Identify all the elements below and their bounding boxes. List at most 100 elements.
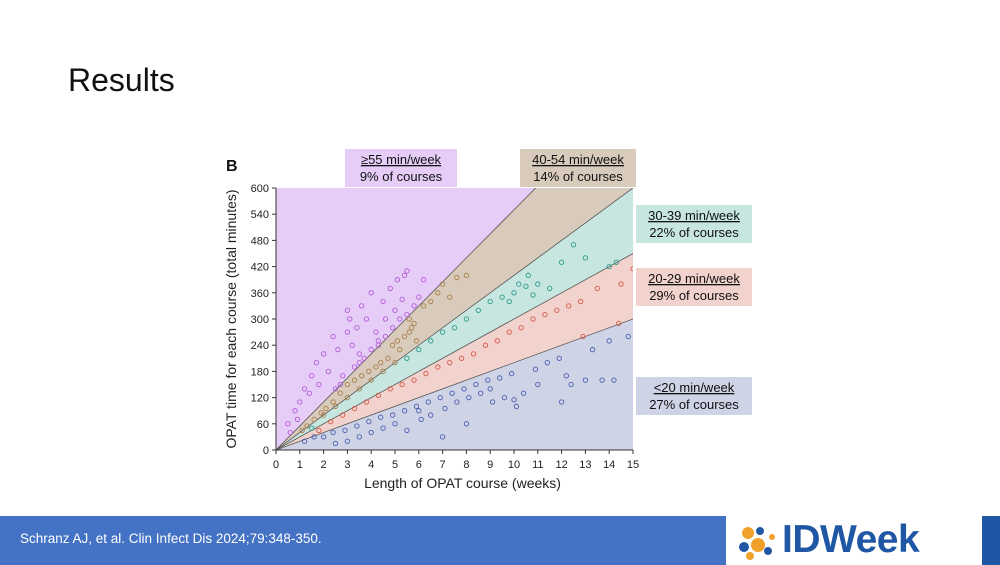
data-point <box>330 333 336 340</box>
data-point <box>375 392 381 399</box>
data-point <box>544 360 550 366</box>
x-tick-label: 7 <box>440 459 446 471</box>
right-stripe <box>982 516 1000 565</box>
data-point <box>351 405 358 412</box>
data-point <box>292 408 298 414</box>
x-tick-label: 2 <box>321 459 327 471</box>
data-point <box>392 421 398 427</box>
x-tick-label: 0 <box>273 459 279 471</box>
data-point <box>423 370 429 377</box>
data-point <box>435 290 441 296</box>
x-tick-label: 9 <box>487 459 493 471</box>
y-tick-label: 600 <box>251 183 269 195</box>
y-tick-label: 0 <box>263 445 269 457</box>
data-point <box>378 414 384 420</box>
data-point <box>306 390 312 396</box>
data-point <box>344 329 351 335</box>
data-point <box>470 351 477 357</box>
data-point <box>332 403 339 409</box>
data-point <box>385 355 391 361</box>
data-point <box>558 259 565 265</box>
data-point <box>568 381 574 388</box>
data-point <box>411 320 417 327</box>
data-point <box>428 338 434 344</box>
data-point <box>397 316 403 322</box>
y-axis-label: OPAT time for each course (total minutes… <box>223 189 239 448</box>
y-tick-label: 240 <box>251 340 269 352</box>
data-point <box>351 364 358 370</box>
x-tick-label: 5 <box>392 459 398 471</box>
data-point <box>520 390 527 396</box>
boundary-line-55 <box>276 188 537 450</box>
legend-share-label: 9% of courses <box>360 169 443 184</box>
data-point <box>523 283 529 289</box>
legend-share-label: 22% of courses <box>649 225 739 240</box>
data-point <box>330 429 336 436</box>
data-point <box>425 399 431 405</box>
x-tick-label: 12 <box>555 459 567 471</box>
data-point <box>406 329 412 335</box>
data-point <box>373 329 379 335</box>
scatter-chart: 0 1 2 3 4 5 6 7 8 9 10 11 12 13 14 15060120180240300360… <box>223 149 752 491</box>
data-point <box>342 427 348 433</box>
data-point <box>554 307 560 313</box>
data-point <box>285 421 291 427</box>
data-point <box>299 427 305 433</box>
data-point <box>297 399 303 405</box>
data-point <box>542 311 548 318</box>
boundary-line-40 <box>276 188 633 450</box>
x-tick-label: 10 <box>508 459 520 471</box>
data-point <box>328 418 334 425</box>
data-point <box>368 429 374 436</box>
data-point <box>516 281 522 287</box>
data-point <box>294 416 301 423</box>
data-point <box>499 294 505 300</box>
data-point <box>287 429 293 436</box>
data-point <box>454 274 460 281</box>
data-point <box>530 316 536 322</box>
data-point <box>416 408 422 414</box>
data-point <box>349 342 355 348</box>
data-point <box>387 285 393 292</box>
x-tick-label: 6 <box>416 459 422 471</box>
data-point <box>356 360 362 366</box>
x-tick-label: 14 <box>603 459 615 471</box>
data-point <box>428 298 434 305</box>
panel-label: B <box>226 158 238 175</box>
data-point <box>428 412 434 418</box>
data-point <box>630 266 633 272</box>
data-point <box>361 355 367 361</box>
data-point <box>535 381 541 388</box>
data-point <box>463 316 470 322</box>
y-tick-label: 420 <box>251 262 269 274</box>
data-point <box>439 281 446 287</box>
data-point <box>394 277 401 283</box>
data-point <box>439 329 446 335</box>
data-point <box>313 360 320 366</box>
data-point <box>320 351 327 357</box>
data-point <box>558 399 565 405</box>
data-point <box>320 434 327 440</box>
data-point <box>478 390 484 396</box>
data-point <box>304 423 310 429</box>
data-point <box>439 434 446 440</box>
legend-box-r40_54 <box>520 149 636 187</box>
data-point <box>356 386 362 392</box>
data-point <box>404 427 410 433</box>
data-point <box>380 368 386 375</box>
data-point <box>318 410 324 416</box>
data-point <box>508 370 515 377</box>
data-point <box>582 255 589 261</box>
data-point <box>344 381 351 388</box>
idweek-molecule-icon <box>739 527 775 560</box>
data-point <box>487 386 493 392</box>
y-tick-label: 300 <box>251 314 269 326</box>
data-point <box>447 294 453 300</box>
legend-share-label: 14% of courses <box>533 169 623 184</box>
data-point <box>618 281 624 287</box>
legend-rate-label: 40-54 min/week <box>532 152 624 167</box>
data-point <box>309 425 315 431</box>
data-point <box>511 290 517 296</box>
data-point <box>466 394 472 401</box>
legend-box-lt20 <box>636 377 752 415</box>
